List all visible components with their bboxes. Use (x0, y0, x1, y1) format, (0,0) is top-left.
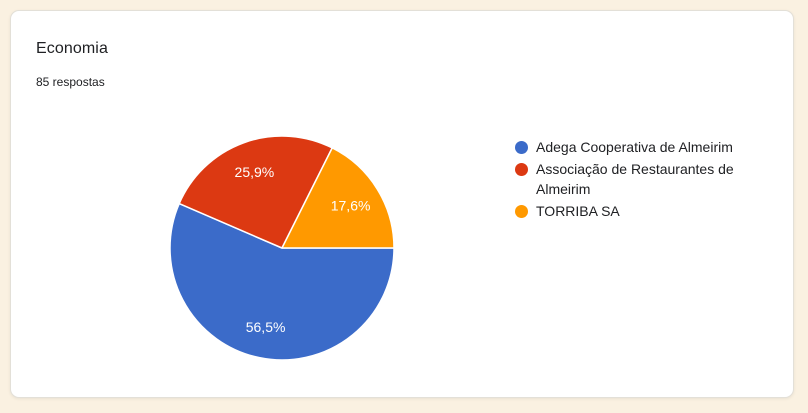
pie-slice-torriba-sa (281, 147, 395, 249)
legend-item-associacao-restaurantes: Associação de Restaurantes de Almeirim (515, 159, 783, 199)
pie-slice-adega-cooperativa-de-almeirim (169, 202, 395, 361)
pie-slice-value-label: 17,6% (331, 198, 371, 214)
legend-item-adega-cooperativa: Adega Cooperativa de Almeirim (515, 137, 783, 157)
legend-label: Associação de Restaurantes de Almeirim (536, 161, 734, 197)
question-summary-card: Economia 85 respostas 56,5% 25,9% 17,6% Ad… (10, 10, 794, 398)
chart-legend: Adega Cooperativa de Almeirim Associação… (515, 137, 783, 221)
legend-swatch (515, 163, 528, 176)
pie-slice-value-label: 25,9% (235, 164, 275, 180)
pie-chart-svg: 56,5% 25,9% 17,6% (169, 135, 395, 361)
legend-swatch (515, 141, 528, 154)
legend-swatch (515, 205, 528, 218)
pie-slice-value-label: 56,5% (246, 319, 286, 335)
pie-slice-associacao-de-restaurantes-de-almeirim (178, 135, 333, 249)
responses-count: 85 respostas (36, 75, 105, 89)
legend-item-torriba-sa: TORRIBA SA (515, 201, 783, 221)
legend-label: Adega Cooperativa de Almeirim (536, 139, 733, 155)
question-title: Economia (36, 40, 108, 57)
legend-label: TORRIBA SA (536, 203, 620, 219)
